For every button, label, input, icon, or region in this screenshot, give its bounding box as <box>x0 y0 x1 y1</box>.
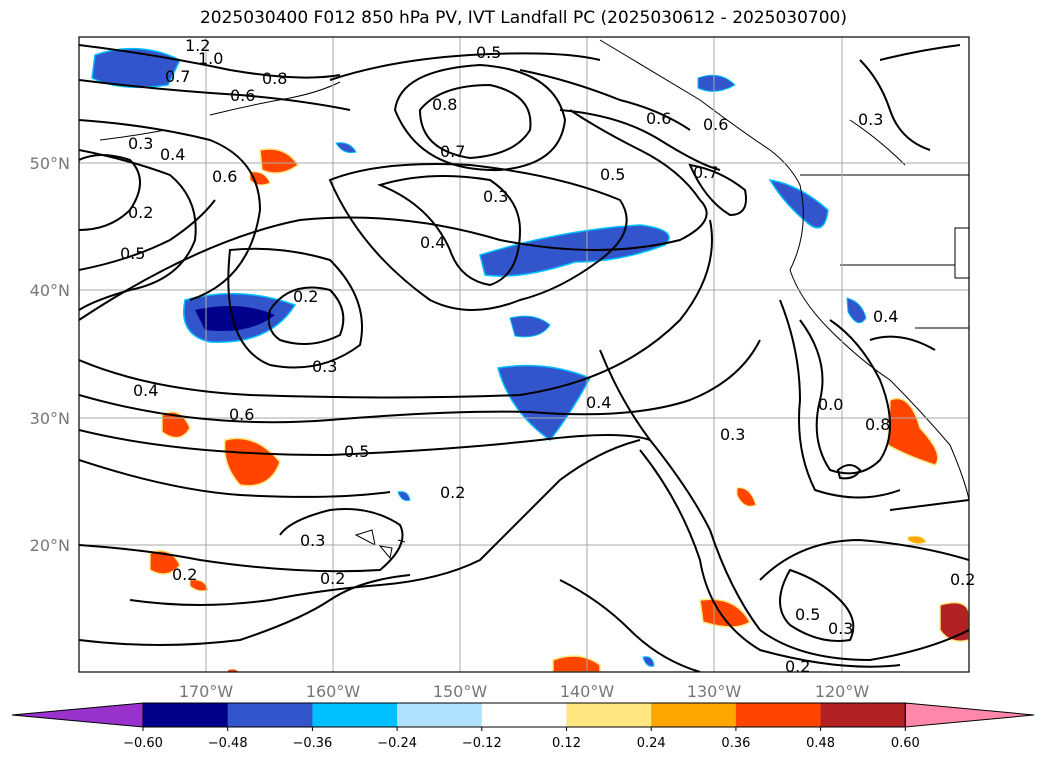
map-title: 2025030400 F012 850 hPa PV, IVT Landfall… <box>199 8 847 28</box>
contour-label: 0.5 <box>344 442 369 461</box>
contour-label: 0.3 <box>858 110 883 129</box>
contour-label: 0.3 <box>128 134 153 153</box>
contour-label: 0.4 <box>160 145 185 164</box>
colorbar-swatch <box>735 703 822 727</box>
ivt-contours <box>79 44 969 672</box>
contour-label: 1.2 <box>185 36 210 55</box>
contour-label: 0.6 <box>212 167 237 186</box>
contour-label: 0.7 <box>693 163 718 182</box>
coastline <box>99 39 969 560</box>
contour-label: 0.3 <box>483 187 508 206</box>
colorbar-tick-label: −0.48 <box>208 736 248 751</box>
contour-label: 0.5 <box>600 165 625 184</box>
contour-label: 0.3 <box>300 531 325 550</box>
contour-label: 0.7 <box>165 67 190 86</box>
lon-tick-label: 120°W <box>815 682 870 701</box>
contour-label: 0.4 <box>873 307 898 326</box>
colorbar-tick-label: 0.60 <box>891 736 920 751</box>
contour-label: 0.2 <box>950 570 975 589</box>
map-background <box>79 37 969 672</box>
contour-label: 0.4 <box>586 393 611 412</box>
contour-label: 0.2 <box>440 483 465 502</box>
contour-label: 0.2 <box>785 657 810 676</box>
colorbar-swatch <box>566 703 652 727</box>
contour-label: 0.6 <box>646 109 671 128</box>
contour-label: 0.6 <box>229 405 254 424</box>
contour-label: 0.2 <box>172 565 197 584</box>
pv-fill-negative <box>91 47 867 667</box>
contour-label: 0.3 <box>720 425 745 444</box>
colorbar-tick-label: −0.12 <box>462 736 502 751</box>
lon-tick-label: 130°W <box>687 682 742 701</box>
contour-label: 0.7 <box>440 142 465 161</box>
colorbar-swatch <box>227 703 313 727</box>
contour-label: 0.4 <box>133 381 158 400</box>
colorbar-extend-high <box>904 702 1035 728</box>
colorbar-tick-label: 0.48 <box>806 736 835 751</box>
pv-fill-positive <box>149 148 969 672</box>
lon-tick-label: 150°W <box>433 682 488 701</box>
colorbar-swatch <box>820 703 906 727</box>
contour-label: 0.0 <box>818 395 843 414</box>
lon-tick-label: 160°W <box>306 682 361 701</box>
colorbar-extend-low <box>11 702 144 728</box>
colorbar-swatch <box>143 703 229 727</box>
colorbar-swatch <box>481 703 567 727</box>
lat-tick-label: 30°N <box>30 409 70 428</box>
colorbar: −0.60 −0.48 −0.36 −0.24 −0.12 0.12 0.24 0.36 0.4… <box>11 702 1035 751</box>
contour-label: 0.8 <box>262 69 287 88</box>
contour-label: 0.2 <box>320 569 345 588</box>
contour-label: 0.2 <box>293 287 318 306</box>
lon-tick-label: 140°W <box>560 682 615 701</box>
contour-label: 0.3 <box>828 619 853 638</box>
contour-label: 0.6 <box>703 115 728 134</box>
colorbar-tick-label: 0.12 <box>552 736 581 751</box>
colorbar-swatch <box>312 703 398 727</box>
colorbar-tick-label: −0.60 <box>123 736 163 751</box>
colorbar-tick-label: 0.24 <box>637 736 666 751</box>
lon-tick-label: 170°W <box>179 682 234 701</box>
colorbar-tick-label: −0.24 <box>377 736 417 751</box>
contour-label: 0.5 <box>120 244 145 263</box>
colorbar-swatch <box>397 703 483 727</box>
contour-labels: 1.2 1.0 0.7 0.8 0.6 0.3 0.4 0.6 0.2 0.5 … <box>120 36 975 676</box>
lat-tick-label: 50°N <box>30 154 70 173</box>
contour-label: 0.2 <box>128 203 153 222</box>
latitude-labels: 50°N 40°N 30°N 20°N <box>30 154 70 555</box>
contour-label: 1.0 <box>198 49 223 68</box>
contour-label: 0.3 <box>312 357 337 376</box>
contour-label: 0.8 <box>865 415 890 434</box>
map-frame <box>78 36 970 673</box>
lat-tick-label: 40°N <box>30 281 70 300</box>
colorbar-tick-label: −0.36 <box>292 736 332 751</box>
longitude-labels: 170°W 160°W 150°W 140°W 130°W 120°W <box>179 682 870 701</box>
colorbar-outline <box>142 702 906 728</box>
contour-label: 0.8 <box>432 95 457 114</box>
contour-label: 0.5 <box>476 43 501 62</box>
colorbar-tick-label: 0.36 <box>721 736 750 751</box>
colorbar-swatch <box>651 703 737 727</box>
contour-label: 0.6 <box>230 86 255 105</box>
contour-label: 0.5 <box>795 605 820 624</box>
graticule <box>79 37 969 672</box>
contour-label: 0.4 <box>420 233 445 252</box>
lat-tick-label: 20°N <box>30 536 70 555</box>
